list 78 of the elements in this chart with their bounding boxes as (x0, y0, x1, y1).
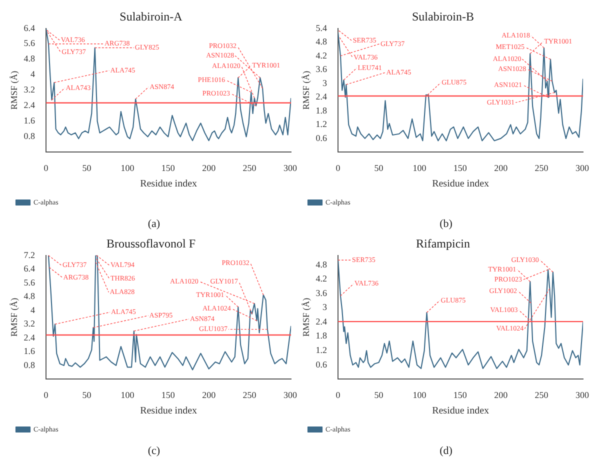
y-tick-label: 1.8 (316, 330, 328, 341)
y-tick-label: 3.2 (24, 318, 36, 329)
x-tick-label: 250 (534, 162, 549, 173)
text: (c) (148, 444, 160, 459)
y-tick-label: 2.4 (24, 100, 36, 110)
y-tick-label: 1.8 (316, 105, 328, 116)
y-tick-label: 4 (30, 304, 36, 315)
y-tick-label: 0.6 (316, 132, 328, 143)
x-tick-label: 300 (575, 162, 590, 173)
y-tick-label: 1.2 (316, 344, 328, 355)
y-tick-label: 1.2 (316, 119, 328, 130)
y-tick-label: 5.6 (24, 277, 36, 288)
y-tick-label: 3.2 (24, 84, 36, 95)
y-tick-label: 2.4 (316, 316, 328, 326)
text: (b) (440, 217, 452, 232)
x-tick-label: 250 (534, 390, 549, 400)
y-tick-label: 3.6 (316, 288, 328, 298)
y-tick-label: 2.4 (316, 92, 328, 102)
y-tick-label: 4.8 (24, 54, 36, 64)
x-tick-label: 200 (202, 162, 216, 173)
x-tick-label: 100 (412, 162, 427, 173)
x-tick-label: 0 (336, 162, 341, 173)
y-tick-label: 4.8 (316, 36, 328, 47)
y-tick-label: 4.2 (316, 50, 328, 60)
y-tick-label: 4 (30, 69, 36, 80)
y-tick-label: 0.8 (24, 131, 36, 142)
y-tick-label: 7.2 (24, 250, 36, 260)
y-tick-label: 6.4 (24, 264, 36, 274)
chart-title: Broussoflavonol F (106, 236, 196, 250)
y-tick-label: 0.8 (24, 360, 36, 370)
text: (a) (148, 217, 160, 232)
y-tick-label: 4.8 (24, 291, 36, 302)
y-tick-label: 2.4 (24, 332, 36, 342)
chart-title: Rifampicin (416, 236, 470, 250)
x-tick-label: 150 (161, 390, 176, 400)
x-tick-label: 200 (494, 390, 508, 400)
x-tick-label: 0 (336, 390, 341, 400)
x-axis-title: Residue index (432, 178, 490, 190)
y-tick-label: 1.6 (24, 116, 36, 126)
chart-title: Sulabiroin-B (412, 9, 474, 24)
y-tick-label: 5.6 (24, 38, 36, 48)
x-axis-title: Residue index (140, 406, 198, 417)
y-tick-label: 3 (322, 302, 328, 312)
x-tick-label: 0 (44, 162, 49, 173)
x-tick-label: 50 (374, 390, 384, 400)
x-tick-label: 200 (494, 162, 508, 173)
text: (d) (440, 444, 452, 459)
y-tick-label: 0.6 (316, 359, 328, 370)
y-axis-title: RMSF (Å) (8, 70, 19, 110)
x-tick-label: 300 (283, 162, 298, 173)
y-tick-label: 3.6 (316, 64, 328, 74)
x-axis-title: Residue index (432, 406, 490, 417)
x-axis-title: Residue index (140, 178, 198, 190)
y-tick-label: 4.2 (316, 274, 328, 284)
y-axis-title: RMSF (Å) (300, 298, 311, 337)
x-tick-label: 150 (453, 162, 468, 173)
x-tick-label: 250 (242, 162, 257, 173)
y-tick-label: 5.4 (316, 22, 328, 33)
y-tick-label: 1.6 (24, 346, 36, 356)
x-tick-label: 150 (453, 390, 468, 400)
x-tick-label: 50 (82, 390, 92, 400)
chart-title: Sulabiroin-A (120, 9, 183, 24)
x-tick-label: 50 (374, 162, 384, 173)
x-tick-label: 200 (202, 390, 216, 400)
x-tick-label: 150 (161, 162, 176, 173)
y-axis-title: RMSF (Å) (8, 298, 19, 337)
x-tick-label: 300 (283, 390, 298, 400)
y-tick-label: 3 (322, 78, 328, 88)
x-tick-label: 0 (44, 390, 49, 400)
x-tick-label: 100 (120, 162, 135, 173)
y-axis-title: RMSF (Å) (300, 70, 311, 110)
x-tick-label: 50 (82, 162, 92, 173)
y-tick-label: 6.4 (24, 22, 36, 33)
x-tick-label: 100 (412, 390, 427, 400)
x-tick-label: 250 (242, 390, 257, 400)
x-tick-label: 100 (120, 390, 135, 400)
y-tick-label: 4.8 (316, 259, 328, 270)
x-tick-label: 300 (575, 390, 590, 400)
